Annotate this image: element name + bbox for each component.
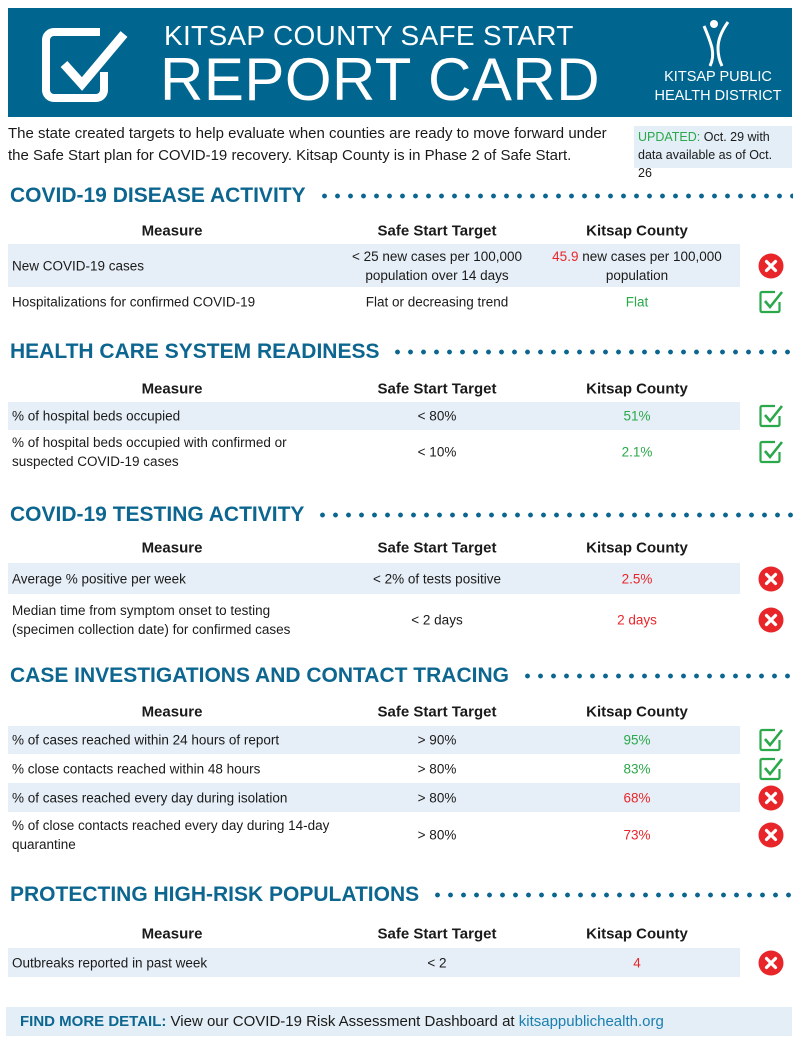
column-header-measure: Measure [141, 539, 203, 557]
target-cell: > 80% [417, 827, 457, 843]
header-subtitle: KITSAP COUNTY SAFE START [164, 20, 574, 51]
column-header-target: Safe Start Target [377, 380, 497, 398]
measure-cell: % of hospital beds occupied [12, 408, 181, 424]
measure-cell: % of hospital beds occupied with confirm… [12, 435, 287, 469]
header-title: REPORT CARD [160, 46, 601, 113]
table-row: % of cases reached every day during isol… [8, 783, 740, 812]
county-value-cell: 51% [623, 408, 651, 424]
county-value-cell: 45.9 new cases per 100,000 population [537, 247, 737, 285]
table-row: Average % positive per week < 2% of tests… [8, 563, 740, 594]
x-circle-icon [758, 785, 784, 810]
column-header-county: Kitsap County [586, 380, 688, 398]
county-value-cell: 68% [623, 790, 651, 805]
section-title: COVID-19 TESTING ACTIVITY [10, 503, 305, 526]
kphd-logo-figure-icon [702, 20, 730, 67]
measure-cell: % of cases reached every day during isol… [12, 790, 288, 805]
value-highlight: 45.9 [552, 248, 579, 264]
column-header-measure: Measure [141, 703, 203, 721]
x-circle-icon [758, 566, 784, 591]
checkbox-check-icon [42, 28, 128, 102]
intro-text: The state created targets to help evalua… [8, 125, 607, 164]
target-cell: < 25 new cases per 100,000 population ov… [352, 248, 522, 283]
org-name: KITSAP PUBLIC HEALTH DISTRICT [654, 69, 782, 104]
county-value-cell: 4 [633, 955, 641, 970]
table-row: % of close contacts reached every day du… [8, 813, 740, 857]
measure-cell: % of close contacts reached every day du… [12, 818, 330, 852]
table-row: Median time from symptom onset to testin… [8, 596, 740, 644]
x-circle-icon [758, 950, 784, 975]
value-text: new cases per 100,000 population [578, 248, 722, 283]
section-title: COVID-19 DISEASE ACTIVITY [10, 184, 306, 207]
column-header-county: Kitsap County [586, 539, 688, 557]
check-icon [759, 757, 784, 780]
target-cell: > 90% [417, 732, 457, 748]
header-banner: KITSAP COUNTY SAFE START REPORT CARD KIT… [8, 8, 792, 117]
updated-note: UPDATED: Oct. 29 with data available as … [634, 126, 792, 180]
column-header-measure: Measure [141, 222, 203, 240]
website-link[interactable]: kitsappublichealth.org [518, 1013, 664, 1030]
target-cell: < 10% [417, 444, 457, 460]
measure-cell: % close contacts reached within 48 hours [12, 761, 261, 776]
dotted-rule [391, 349, 793, 355]
table-row: % of cases reached within 24 hours of re… [8, 726, 740, 754]
measure-cell: % of cases reached within 24 hours of re… [12, 732, 280, 748]
county-value-cell: 95% [623, 732, 651, 748]
measure-cell: Median time from symptom onset to testin… [12, 603, 291, 637]
table-row: % of hospital beds occupied < 80% 51% [8, 402, 740, 430]
column-header-target: Safe Start Target [377, 703, 497, 721]
column-header-measure: Measure [141, 380, 203, 398]
target-cell: < 2 [427, 955, 447, 970]
target-cell: > 80% [417, 790, 457, 805]
county-value-cell: 73% [623, 827, 651, 843]
measure-cell: Hospitalizations for confirmed COVID-19 [12, 294, 256, 310]
county-value-cell: 2 days [617, 612, 657, 628]
table-row: Outbreaks reported in past week < 2 4 [8, 948, 740, 977]
column-header-target: Safe Start Target [377, 539, 497, 557]
column-header-county: Kitsap County [586, 703, 688, 721]
county-value-cell: 83% [623, 761, 651, 776]
footer-banner: FIND MORE DETAIL: View our COVID-19 Risk… [6, 1007, 792, 1036]
county-value-cell: Flat [625, 294, 649, 310]
table-row: Hospitalizations for confirmed COVID-19 F… [8, 288, 740, 316]
section-title: CASE INVESTIGATIONS AND CONTACT TRACING [10, 664, 509, 687]
dotted-rule [521, 673, 793, 679]
dotted-rule [431, 892, 793, 898]
table-row: % of hospital beds occupied with confirm… [8, 431, 740, 473]
check-icon [759, 290, 784, 314]
dotted-rule [318, 193, 793, 199]
target-cell: Flat or decreasing trend [365, 294, 509, 310]
county-value-cell: 2.5% [621, 571, 653, 586]
column-header-county: Kitsap County [586, 925, 688, 943]
x-circle-icon [758, 253, 784, 278]
target-cell: < 2 days [411, 612, 463, 628]
column-header-target: Safe Start Target [377, 222, 497, 240]
table-row: % close contacts reached within 48 hours… [8, 755, 740, 782]
measure-cell: New COVID-19 cases [12, 258, 145, 273]
section-title: PROTECTING HIGH-RISK POPULATIONS [10, 883, 420, 906]
check-icon [759, 440, 784, 464]
section-title: HEALTH CARE SYSTEM READINESS [10, 340, 380, 363]
column-header-county: Kitsap County [586, 222, 688, 240]
check-icon [759, 404, 784, 428]
target-cell: < 80% [417, 408, 457, 424]
x-circle-icon [758, 822, 784, 848]
measure-cell: Average % positive per week [12, 571, 186, 586]
table-row: New COVID-19 cases < 25 new cases per 100… [8, 244, 740, 287]
dotted-rule [316, 512, 793, 518]
x-circle-icon [758, 607, 784, 633]
county-value-cell: 2.1% [621, 444, 653, 460]
check-icon [759, 728, 784, 752]
target-cell: > 80% [417, 761, 457, 776]
measure-cell: Outbreaks reported in past week [12, 955, 208, 970]
column-header-target: Safe Start Target [377, 925, 497, 943]
column-header-measure: Measure [141, 925, 203, 943]
target-cell: < 2% of tests positive [373, 571, 501, 586]
